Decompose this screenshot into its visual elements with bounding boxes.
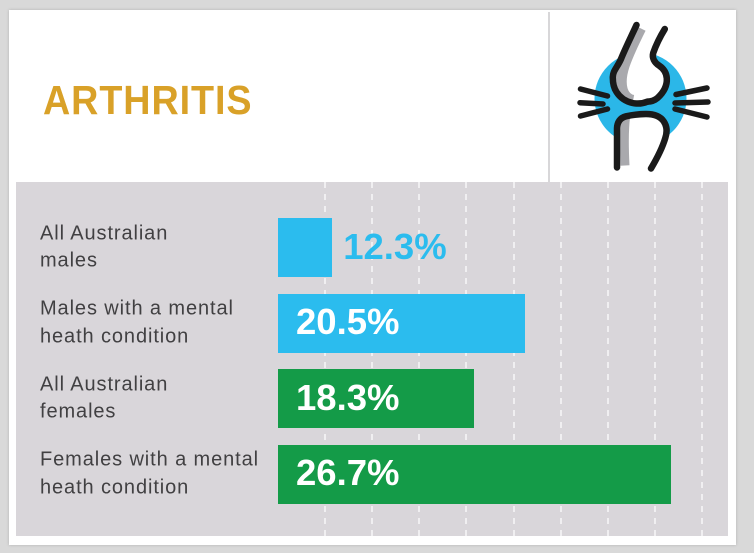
bar: 20.5%: [278, 293, 526, 353]
pain-line: [673, 85, 710, 98]
gridline: [512, 182, 515, 536]
value-label: 12.3%: [343, 225, 447, 267]
bar-chart: All Australian males 12.3% Males with a men…: [15, 182, 728, 536]
category-label: Males with a mental heath condition: [40, 297, 234, 348]
gridline: [418, 182, 421, 536]
bar: 18.3%: [278, 369, 474, 428]
pain-line: [577, 86, 611, 99]
pain-lines: [577, 85, 711, 120]
icon-box: [551, 10, 736, 182]
lower-bone-shadow: [619, 116, 630, 166]
bar-row: All Australian females 18.3%: [16, 369, 728, 428]
bar-row: Females with a mental heath condition 26.7…: [16, 444, 728, 504]
category-label: Females with a mental heath condition: [40, 448, 259, 499]
pain-line: [672, 99, 711, 106]
bar-row: Males with a mental heath condition 20.5%: [16, 293, 728, 353]
value-label: 26.7%: [296, 452, 400, 494]
value-label: 18.3%: [296, 376, 400, 418]
upper-bone-outline-right: [644, 25, 671, 105]
value-label: 20.5%: [296, 301, 400, 343]
bar-row: All Australian males 12.3%: [16, 218, 728, 277]
gridline: [559, 182, 562, 536]
pain-line: [672, 106, 710, 120]
gridline: [701, 182, 704, 536]
pain-line: [577, 99, 606, 107]
lower-bone: [617, 114, 667, 169]
knee-joint-pain-icon: [577, 21, 711, 172]
pain-line: [577, 106, 611, 119]
gridline: [371, 182, 374, 536]
page-title: ARTHRITIS: [43, 77, 253, 123]
header-divider: [548, 12, 550, 182]
category-label: All Australian males: [40, 222, 169, 272]
gridline: [653, 182, 656, 536]
category-label: All Australian females: [40, 373, 169, 423]
upper-bone-outline-left: [609, 21, 651, 107]
lower-bone-outline: [613, 110, 670, 172]
gridline: [606, 182, 609, 536]
infographic-card: ARTHRITIS: [9, 10, 736, 545]
bar: 26.7%: [278, 444, 672, 504]
header: ARTHRITIS: [9, 10, 736, 182]
gridline: [465, 182, 468, 536]
gridline: [324, 182, 327, 536]
bar: [278, 218, 333, 277]
